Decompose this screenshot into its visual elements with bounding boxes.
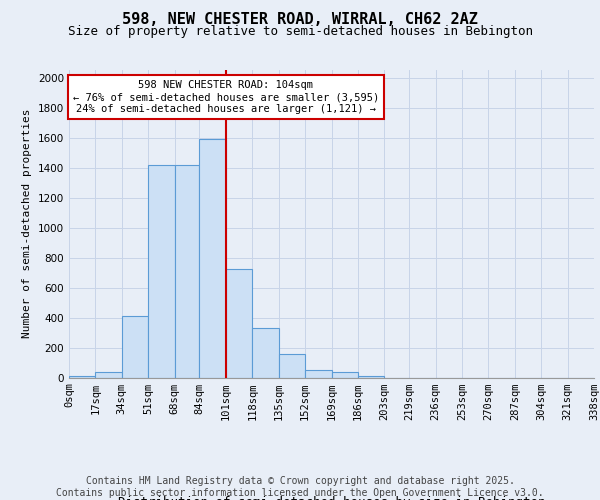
Text: Size of property relative to semi-detached houses in Bebington: Size of property relative to semi-detach… [67,25,533,38]
Bar [331,372,358,378]
Bar [278,354,305,378]
Text: Contains HM Land Registry data © Crown copyright and database right 2025.
Contai: Contains HM Land Registry data © Crown c… [56,476,544,498]
Bar [95,372,122,378]
Bar [305,370,331,378]
Bar [122,316,148,378]
Bar [175,164,199,378]
Y-axis label: Number of semi-detached properties: Number of semi-detached properties [22,109,32,338]
Bar [252,328,278,378]
Bar [358,376,385,378]
Bar [226,269,252,378]
X-axis label: Distribution of semi-detached houses by size in Bebington: Distribution of semi-detached houses by … [118,496,545,500]
Bar [199,139,226,378]
Text: 598, NEW CHESTER ROAD, WIRRAL, CH62 2AZ: 598, NEW CHESTER ROAD, WIRRAL, CH62 2AZ [122,12,478,28]
Text: 598 NEW CHESTER ROAD: 104sqm
← 76% of semi-detached houses are smaller (3,595)
2: 598 NEW CHESTER ROAD: 104sqm ← 76% of se… [73,80,379,114]
Bar [148,164,175,378]
Bar [69,376,95,378]
